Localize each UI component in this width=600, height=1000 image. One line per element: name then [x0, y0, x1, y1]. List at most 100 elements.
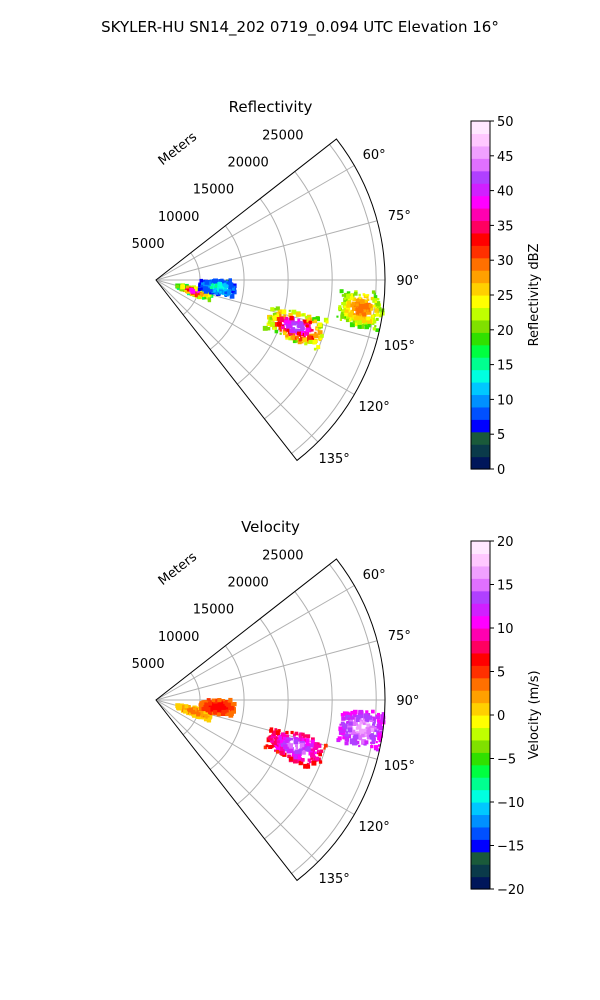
echo-cell — [312, 317, 317, 321]
echo-cell — [347, 727, 353, 733]
echo-cell — [224, 280, 227, 283]
echo-cell — [287, 749, 290, 753]
echo-cell — [222, 710, 226, 714]
echo-cell — [380, 714, 386, 719]
echo-cell — [306, 743, 309, 746]
echo-cell — [361, 739, 366, 744]
echo-cell — [347, 300, 351, 305]
echo-cell — [372, 327, 376, 331]
echo-cell — [323, 317, 329, 323]
echo-field — [175, 278, 385, 351]
echo-cell — [268, 745, 272, 749]
echo-cell — [345, 715, 351, 720]
echo-cell — [200, 714, 204, 718]
colorbar-segment — [471, 121, 490, 135]
range-tick-label: 20000 — [227, 156, 268, 171]
azimuth-gridline — [155, 279, 319, 443]
echo-cell — [290, 737, 293, 741]
echo-cell — [295, 744, 298, 747]
echo-cell — [354, 322, 359, 327]
colorbar-tick-label: 45 — [497, 150, 514, 165]
echo-cell — [270, 321, 275, 327]
echo-cell — [350, 710, 354, 715]
echo-cell — [361, 314, 367, 320]
colorbar-segment — [471, 814, 490, 828]
echo-cell — [228, 283, 234, 288]
echo-cell — [305, 747, 310, 752]
echo-cell — [313, 333, 319, 339]
echo-cell — [364, 324, 369, 330]
echo-cell — [231, 708, 236, 714]
colorbar-segment — [471, 690, 490, 704]
echo-cell — [338, 726, 344, 732]
echo-cell — [224, 291, 228, 295]
panel-title: Reflectivity — [229, 98, 313, 116]
echo-cell — [217, 698, 222, 703]
echo-cell — [317, 330, 323, 336]
echo-cell — [317, 322, 323, 328]
echo-cell — [343, 297, 348, 302]
colorbar-label: Velocity (m/s) — [527, 670, 542, 759]
echo-cell — [318, 753, 322, 757]
echo-cell — [203, 717, 209, 722]
echo-cell — [352, 729, 356, 733]
echo-cell — [276, 736, 280, 740]
colorbar-tick-label: 15 — [497, 359, 514, 374]
echo-cell — [279, 329, 282, 332]
range-tick-label: 25000 — [262, 128, 303, 143]
echo-cell — [306, 764, 311, 769]
echo-cell — [286, 323, 291, 329]
echo-cell — [349, 303, 354, 308]
echo-cell — [359, 721, 363, 725]
echo-cell — [268, 736, 273, 741]
echo-cell — [280, 746, 285, 751]
echo-cell — [298, 338, 302, 342]
colorbar-tick-label: −20 — [497, 883, 524, 898]
colorbar-segment — [471, 307, 490, 321]
echo-cell — [343, 297, 347, 300]
echo-cell — [299, 742, 305, 748]
echo-cell — [202, 713, 205, 716]
echo-cell — [345, 306, 349, 310]
colorbar-segment — [471, 764, 490, 778]
echo-cell — [313, 755, 316, 759]
echo-cell — [291, 309, 297, 315]
echo-cell — [310, 752, 315, 758]
echo-cell — [230, 704, 234, 709]
echo-cell — [298, 321, 304, 327]
echo-cell — [314, 756, 319, 761]
echo-cell — [346, 303, 351, 308]
echo-cell — [348, 319, 352, 322]
echo-cell — [358, 744, 361, 748]
echo-cell — [294, 321, 298, 325]
velocity-panel: Velocity 60° 75° 90° 105° 120° 135° 5000 10000 15… — [132, 518, 542, 898]
range-tick-label: 15000 — [193, 603, 234, 618]
echo-cell — [186, 288, 191, 292]
echo-cell — [270, 738, 274, 743]
echo-cell — [366, 316, 370, 321]
echo-cell — [219, 291, 222, 294]
echo-cell — [373, 295, 378, 299]
echo-cell — [356, 730, 359, 734]
echo-cell — [294, 731, 299, 736]
echo-cell — [340, 312, 344, 315]
colorbar-segment — [471, 369, 490, 383]
echo-cell — [183, 288, 188, 292]
echo-cell — [371, 315, 375, 318]
colorbar-segment — [471, 628, 490, 642]
echo-cell — [227, 710, 231, 713]
echo-cell — [270, 736, 273, 739]
echo-cell — [348, 312, 354, 318]
echo-cell — [180, 284, 186, 290]
echo-cell — [317, 742, 320, 745]
echo-cell — [316, 327, 319, 330]
echo-cell — [378, 725, 383, 731]
echo-cell — [313, 744, 319, 750]
echo-cell — [203, 296, 207, 300]
range-ring — [182, 252, 201, 316]
echo-cell — [372, 304, 376, 308]
echo-cell — [216, 708, 220, 713]
echo-cell — [310, 757, 314, 760]
echo-cell — [356, 301, 360, 305]
echo-cell — [381, 712, 385, 715]
